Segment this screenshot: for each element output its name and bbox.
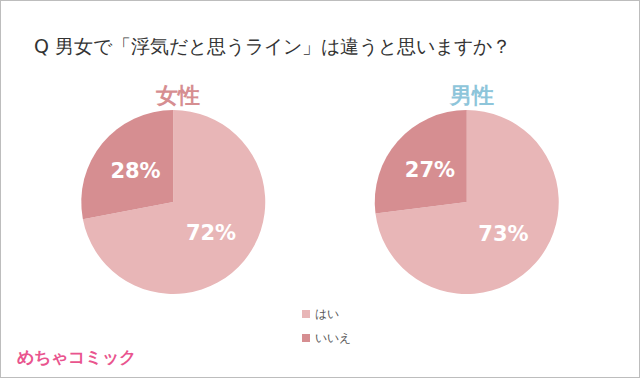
svg-text:27%: 27% bbox=[405, 158, 455, 182]
svg-text:いいえ: いいえ bbox=[315, 331, 351, 345]
svg-text:めちゃコミック: めちゃコミック bbox=[17, 347, 136, 367]
svg-text:男性: 男性 bbox=[449, 83, 494, 108]
svg-text:28%: 28% bbox=[110, 159, 160, 183]
svg-text:73%: 73% bbox=[478, 222, 528, 246]
svg-text:72%: 72% bbox=[186, 221, 236, 245]
svg-text:女性: 女性 bbox=[155, 83, 200, 108]
svg-text:Q 男女で「浮気だと思うライン」は違うと思いますか？: Q 男女で「浮気だと思うライン」は違うと思いますか？ bbox=[34, 35, 511, 57]
svg-text:はい: はい bbox=[315, 307, 339, 321]
